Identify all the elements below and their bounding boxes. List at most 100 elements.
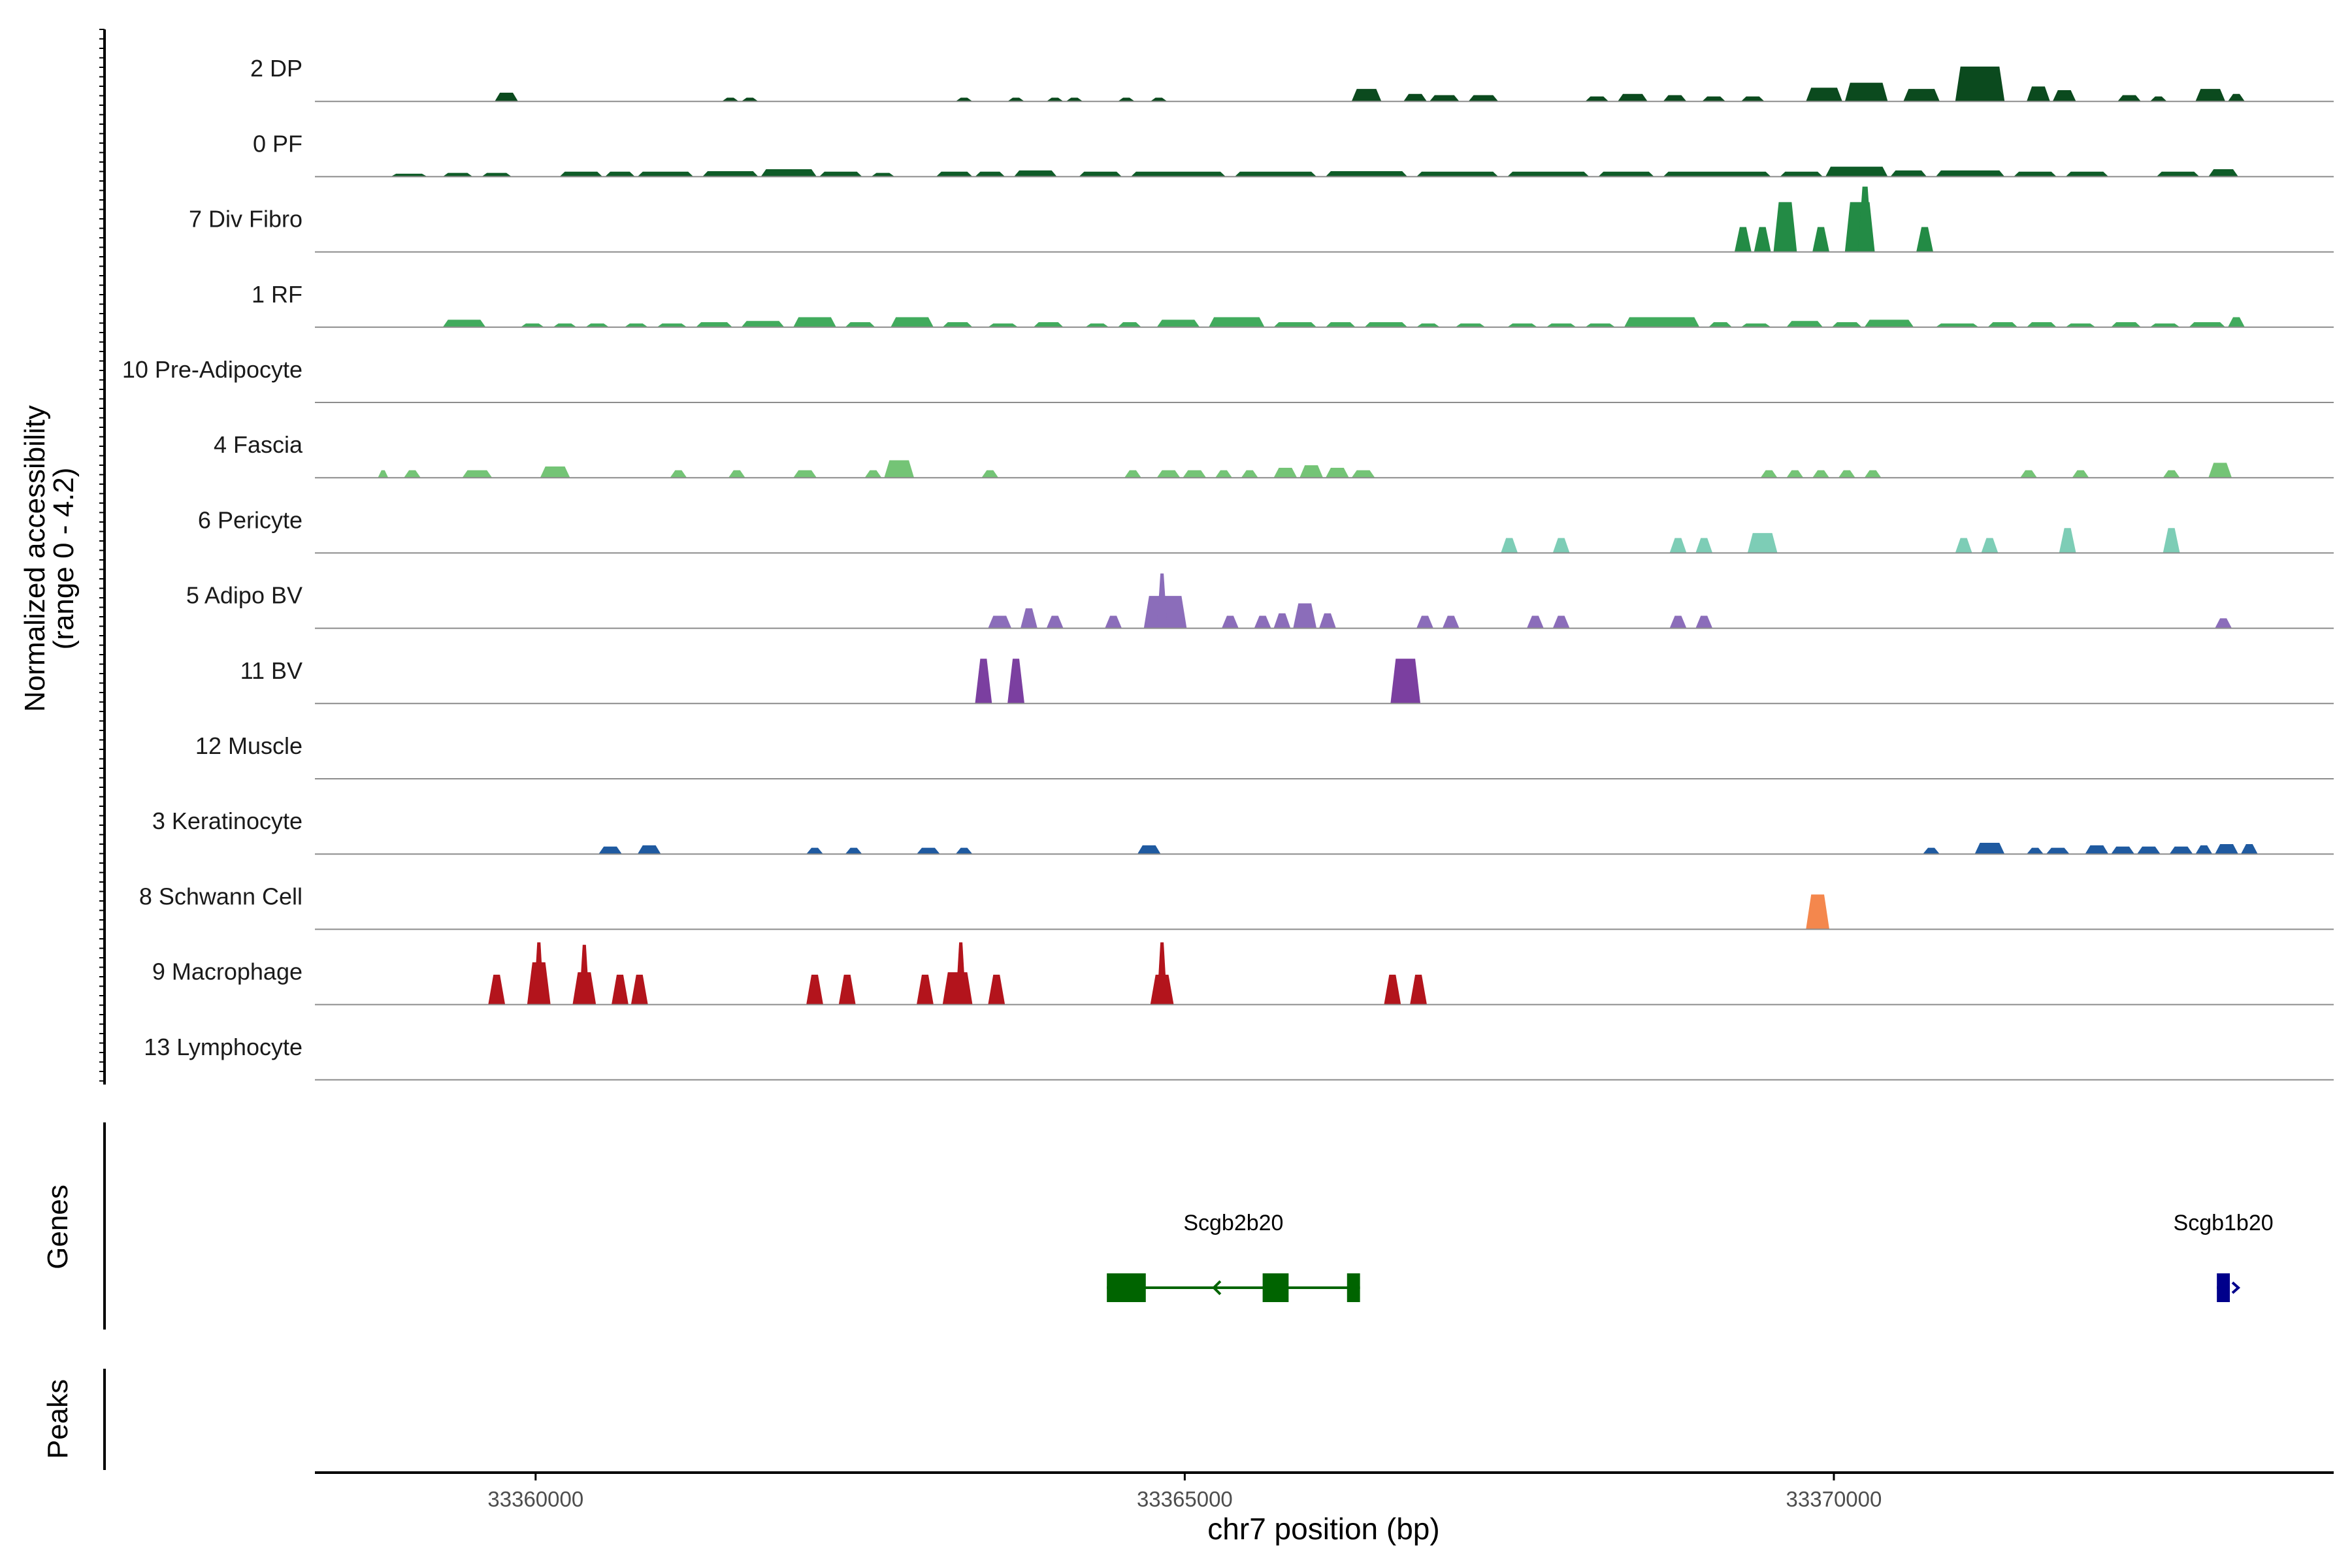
track-11-bv: 11 BV bbox=[240, 657, 2334, 704]
coverage-peak bbox=[670, 470, 687, 478]
coverage-peak bbox=[540, 466, 570, 478]
track-label: 5 Adipo BV bbox=[186, 582, 302, 609]
coverage-peak bbox=[1293, 603, 1317, 629]
track-5-adipo-bv: 5 Adipo BV bbox=[186, 573, 2334, 629]
coverage-peak bbox=[721, 97, 739, 102]
x-tick-label: 33360000 bbox=[487, 1487, 583, 1511]
coverage-peak bbox=[806, 847, 823, 855]
track-label: 7 Div Fibro bbox=[189, 206, 302, 233]
coverage-peak bbox=[917, 847, 940, 855]
coverage-peak bbox=[1806, 894, 1830, 930]
coverage-peak bbox=[1935, 323, 1979, 327]
coverage-peak bbox=[442, 172, 473, 177]
track-2-dp: 2 DP bbox=[250, 55, 2334, 103]
coverage-peak bbox=[2027, 86, 2050, 102]
coverage-peak bbox=[598, 846, 622, 855]
coverage-peak bbox=[1935, 170, 2005, 177]
track-label: 3 Keratinocyte bbox=[152, 808, 302, 834]
coverage-y-axis-ticks bbox=[99, 29, 105, 1082]
gene-exon bbox=[1262, 1273, 1289, 1302]
coverage-peak bbox=[2215, 843, 2238, 855]
coverage-peak bbox=[864, 470, 882, 478]
coverage-peak bbox=[1831, 322, 1862, 327]
coverage-peak bbox=[1987, 322, 2018, 327]
coverage-peak bbox=[2065, 323, 2096, 327]
gene-exon bbox=[1347, 1273, 1360, 1302]
coverage-peak bbox=[2208, 169, 2238, 177]
coverage-peak bbox=[442, 319, 486, 327]
coverage-peak bbox=[1046, 97, 1064, 102]
coverage-peak bbox=[2169, 846, 2193, 855]
coverage-peak bbox=[1890, 170, 1927, 177]
coverage-peak bbox=[2027, 322, 2057, 327]
track-label: 10 Pre-Adipocyte bbox=[122, 356, 302, 383]
coverage-peak bbox=[741, 321, 785, 327]
track-label: 6 Pericyte bbox=[198, 506, 302, 533]
coverage-peak bbox=[1825, 167, 1888, 177]
coverage-peak bbox=[1507, 171, 1590, 177]
coverage-peak bbox=[1773, 202, 1797, 252]
coverage-peak bbox=[1501, 538, 1518, 553]
coverage-peak bbox=[1137, 845, 1161, 855]
coverage-peak bbox=[1124, 470, 1141, 478]
coverage-peak bbox=[1390, 659, 1421, 704]
coverage-peak bbox=[728, 470, 745, 478]
coverage-peak bbox=[1974, 843, 2005, 855]
coverage-peak bbox=[988, 323, 1019, 327]
coverage-peak bbox=[890, 317, 934, 327]
coverage-peak bbox=[1007, 659, 1024, 704]
track-6-pericyte: 6 Pericyte bbox=[198, 506, 2334, 554]
coverage-peak bbox=[2189, 322, 2226, 327]
coverage-peak bbox=[1526, 615, 1544, 629]
coverage-peak bbox=[1663, 171, 1771, 177]
coverage-peak bbox=[1319, 613, 1336, 629]
coverage-peak bbox=[975, 659, 992, 704]
coverage-peak bbox=[2136, 846, 2161, 855]
coverage-peak bbox=[2149, 96, 2167, 102]
coverage-peak bbox=[2059, 528, 2076, 553]
coverage-peak bbox=[1325, 322, 1356, 327]
coverage-peak bbox=[988, 974, 1005, 1005]
coverage-peak bbox=[975, 171, 1005, 177]
coverage-peak bbox=[884, 460, 915, 478]
coverage-peak bbox=[1085, 323, 1109, 327]
coverage-peak bbox=[760, 169, 817, 177]
coverage-peak bbox=[482, 172, 512, 177]
coverage-peak bbox=[378, 470, 389, 478]
coverage-peak bbox=[637, 845, 661, 855]
gene-annotation-track: Scgb2b20 Scgb1b20 bbox=[1107, 1211, 2274, 1302]
coverage-peak bbox=[2072, 470, 2089, 478]
x-axis-title: chr7 position (bp) bbox=[1207, 1512, 1439, 1546]
coverage-peak bbox=[2014, 171, 2057, 177]
coverage-peak bbox=[612, 974, 629, 1005]
coverage-peak bbox=[2020, 470, 2037, 478]
coverage-y-axis bbox=[99, 29, 106, 1085]
coverage-peak bbox=[2111, 846, 2134, 855]
coverage-peak bbox=[2228, 93, 2245, 102]
coverage-peak bbox=[1273, 467, 1298, 478]
coverage-peak bbox=[1014, 170, 1057, 177]
coverage-peak bbox=[1150, 97, 1168, 102]
coverage-peak bbox=[533, 942, 544, 1005]
coverage-peak bbox=[1786, 321, 1823, 327]
coverage-peak bbox=[1624, 317, 1700, 327]
coverage-peak bbox=[1923, 847, 1940, 855]
coverage-peak bbox=[1864, 470, 1882, 478]
track-10-pre-adipocyte: 10 Pre-Adipocyte bbox=[122, 356, 2334, 403]
coverage-peak bbox=[2240, 843, 2258, 855]
coverage-peak bbox=[1215, 470, 1232, 478]
coverage-peak bbox=[1916, 227, 1933, 252]
coverage-peak bbox=[1546, 323, 1576, 327]
track-3-keratinocyte: 3 Keratinocyte bbox=[152, 808, 2334, 855]
coverage-peak bbox=[1669, 615, 1687, 629]
coverage-peak bbox=[1079, 171, 1122, 177]
coverage-peak bbox=[955, 97, 973, 102]
coverage-peak bbox=[1410, 974, 1428, 1005]
coverage-peak bbox=[1585, 323, 1616, 327]
track-label: 1 RF bbox=[252, 281, 302, 308]
coverage-peak bbox=[1183, 470, 1207, 478]
coverage-peak bbox=[2163, 528, 2180, 553]
coverage-peak bbox=[1806, 88, 1842, 102]
track-8-schwann-cell: 8 Schwann Cell bbox=[139, 883, 2334, 930]
coverage-peak bbox=[1740, 96, 1765, 102]
